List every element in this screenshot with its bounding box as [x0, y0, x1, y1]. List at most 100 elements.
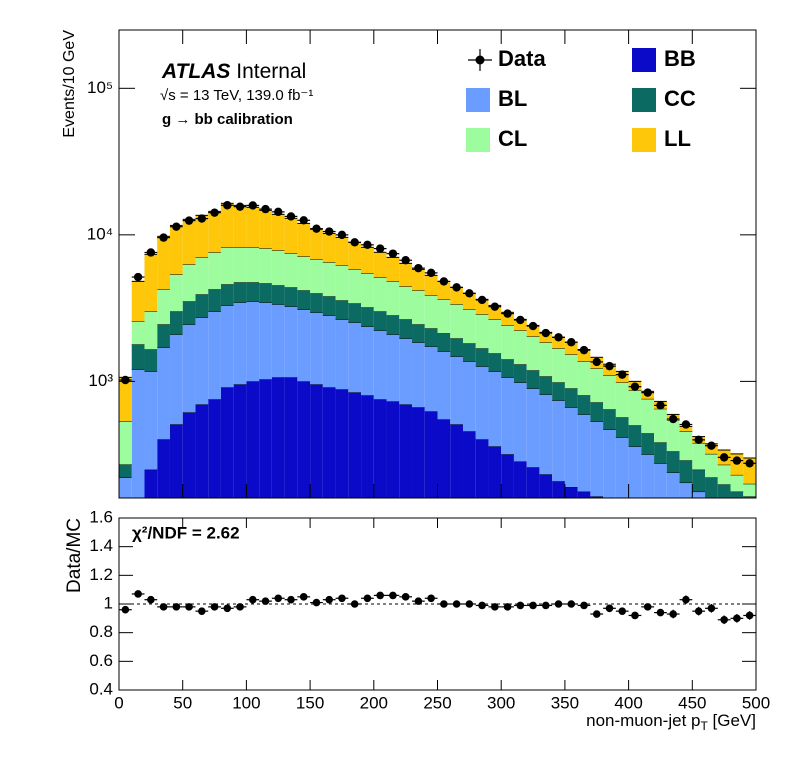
stack-bar — [513, 330, 527, 365]
stack-bar — [386, 315, 400, 335]
ratio-point — [529, 601, 537, 610]
stack-bar — [590, 368, 604, 403]
stack-bar — [144, 349, 158, 372]
stack-bar — [322, 233, 336, 263]
data-point — [541, 328, 550, 338]
data-point — [235, 202, 245, 211]
legend-swatch — [632, 88, 656, 112]
stack-bar — [233, 205, 247, 248]
ratio-point — [261, 597, 270, 605]
stack-bar — [310, 229, 323, 260]
chi2-annotation: χ²/NDF = 2.62 — [132, 523, 240, 542]
data-point — [248, 201, 257, 210]
stack-bar — [373, 399, 387, 498]
stack-bar — [730, 474, 744, 492]
stack-bar — [182, 301, 196, 325]
stack-bar — [437, 351, 451, 420]
stack-bar — [220, 284, 234, 306]
legend-marker — [475, 55, 485, 65]
data-point — [490, 302, 500, 311]
data-point — [503, 309, 512, 318]
ratio-point — [605, 604, 614, 613]
stack-bar — [386, 334, 400, 402]
ratio-point — [198, 607, 206, 615]
x-tick-label: 50 — [173, 693, 192, 712]
ratio-point — [452, 600, 461, 608]
y-axis-label: Events/10 GeV — [61, 30, 78, 138]
stack-bar — [322, 262, 336, 297]
x-tick-label: 0 — [114, 693, 123, 712]
ratio-point — [350, 600, 359, 608]
ratio-point — [210, 603, 219, 611]
stack-bar — [361, 273, 374, 308]
legend-label: LL — [664, 126, 691, 151]
ratio-point — [134, 590, 142, 598]
stack-bar — [361, 247, 374, 274]
stack-bar — [335, 237, 349, 266]
ratio-point — [121, 605, 130, 614]
data-point — [656, 401, 665, 410]
stack-bar — [297, 290, 311, 310]
ratio-point — [147, 595, 155, 604]
stack-bar — [692, 469, 706, 492]
ratio-point — [248, 595, 257, 604]
x-tick-label: 200 — [360, 693, 388, 712]
stack-bar — [564, 388, 578, 408]
stack-bar — [437, 281, 451, 300]
stack-bar — [437, 299, 451, 334]
stack-bar — [246, 207, 260, 248]
x-axis-label-sub: T — [700, 719, 708, 733]
stack-bar — [501, 325, 514, 360]
ratio-point — [401, 593, 410, 601]
stack-bar — [462, 309, 476, 344]
data-point — [414, 263, 423, 273]
stack-bar — [513, 319, 527, 331]
stack-bar — [119, 477, 132, 498]
data-point — [146, 248, 156, 257]
stack-bar — [284, 253, 298, 288]
stack-bar — [131, 321, 145, 345]
data-point — [426, 268, 436, 278]
stack-bar — [322, 315, 336, 388]
stack-bar — [399, 263, 413, 287]
stack-bar — [437, 333, 451, 352]
stack-bar — [297, 309, 311, 382]
stack-bar — [348, 322, 362, 393]
ratio-y-tick-label: 0.6 — [89, 651, 113, 670]
data-point — [681, 420, 691, 429]
stack-bar — [412, 290, 425, 325]
data-point — [261, 204, 270, 214]
ratio-point — [478, 601, 486, 610]
stack-bar — [552, 400, 565, 482]
legend-swatch — [466, 88, 490, 112]
stack-bar — [539, 394, 553, 475]
data-point — [401, 256, 410, 265]
legend-label: CC — [664, 86, 696, 111]
data-point — [477, 295, 487, 305]
stack-bar — [475, 439, 489, 498]
data-point — [516, 315, 525, 325]
data-point — [363, 240, 372, 250]
ratio-point — [580, 601, 588, 610]
stack-bar — [208, 211, 221, 253]
stack-bar — [424, 295, 438, 329]
stack-bar — [539, 342, 553, 377]
ratio-point — [541, 601, 550, 610]
stack-bar — [131, 344, 145, 370]
stack-bar — [526, 336, 540, 371]
ratio-point — [707, 604, 716, 613]
stack-bar — [348, 242, 362, 270]
stack-bar — [271, 304, 285, 378]
data-point — [528, 321, 538, 331]
stack-bar — [259, 283, 272, 303]
data-point — [452, 283, 461, 292]
stack-bar — [424, 328, 438, 347]
stack-bar — [564, 487, 578, 498]
stack-bar — [169, 274, 183, 312]
stack-bar — [271, 285, 285, 305]
stack-bar — [462, 293, 476, 310]
stack-bar — [730, 491, 744, 498]
ratio-point — [159, 603, 168, 611]
atlas-label: ATLAS Internal — [161, 60, 306, 83]
